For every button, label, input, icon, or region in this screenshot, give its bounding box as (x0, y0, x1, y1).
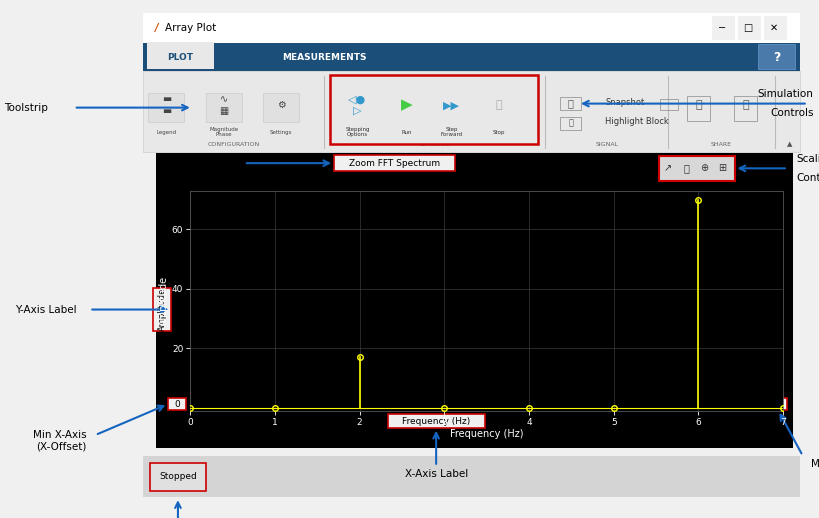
Text: SIGNAL: SIGNAL (595, 142, 618, 147)
Text: ∿
▦: ∿ ▦ (219, 94, 229, 116)
Text: ⊕: ⊕ (699, 163, 708, 174)
Text: 📄: 📄 (695, 100, 701, 110)
Text: X-Axis Label: X-Axis Label (404, 469, 467, 480)
Text: 0: 0 (174, 399, 180, 409)
Bar (333, 155, 455, 171)
Text: ✋: ✋ (682, 163, 688, 174)
Text: Controls: Controls (795, 172, 819, 183)
Text: ⊞: ⊞ (717, 163, 726, 174)
Text: Scaling: Scaling (795, 154, 819, 164)
Bar (143, 71, 799, 152)
Text: ▲: ▲ (786, 141, 791, 148)
Text: Step
Forward: Step Forward (441, 127, 462, 137)
Text: SHARE: SHARE (710, 142, 731, 147)
Text: ⬜: ⬜ (495, 100, 501, 110)
Bar (768, 398, 786, 410)
Bar (733, 96, 756, 121)
Text: PLOT: PLOT (167, 53, 193, 62)
Text: −: − (717, 23, 725, 33)
Bar (148, 93, 184, 122)
Text: /: / (155, 23, 158, 33)
Bar (156, 153, 792, 448)
Bar (150, 463, 206, 491)
Text: Frequency (Hz): Frequency (Hz) (401, 416, 469, 426)
Text: MEASUREMENTS: MEASUREMENTS (281, 53, 366, 62)
Text: Array Plot: Array Plot (165, 23, 216, 33)
Bar (206, 93, 242, 122)
Bar (737, 16, 760, 40)
Bar (143, 456, 799, 497)
Text: SIMULATE: SIMULATE (419, 142, 450, 147)
Bar (143, 43, 799, 71)
Text: Max X-Axis: Max X-Axis (810, 458, 819, 469)
Text: Simulation: Simulation (757, 89, 812, 99)
Text: 7: 7 (774, 399, 781, 409)
Bar (686, 96, 709, 121)
Bar (263, 93, 299, 122)
Text: CONFIGURATION: CONFIGURATION (207, 142, 260, 147)
Bar (387, 414, 484, 428)
Text: Stop: Stop (491, 130, 505, 135)
Text: Settings: Settings (269, 130, 292, 135)
Bar (659, 99, 677, 110)
Text: □: □ (742, 23, 752, 33)
Text: Run: Run (401, 130, 411, 135)
Bar (758, 44, 794, 69)
Text: Zoom FFT Spectrum: Zoom FFT Spectrum (349, 159, 440, 168)
Text: Highlight Block: Highlight Block (604, 117, 668, 126)
Text: Magnitude
Phase: Magnitude Phase (209, 127, 238, 137)
Bar (153, 289, 171, 331)
Text: ◁●
▷: ◁● ▷ (348, 94, 366, 116)
Text: ✕: ✕ (769, 23, 777, 33)
Text: ↗: ↗ (663, 163, 672, 174)
Text: ⚙: ⚙ (277, 100, 285, 110)
X-axis label: Frequency (Hz): Frequency (Hz) (450, 429, 523, 439)
Text: Snapshot: Snapshot (604, 98, 644, 107)
Text: Amplitude: Amplitude (158, 288, 166, 331)
Text: ▶: ▶ (400, 98, 412, 112)
Text: ▬
▬: ▬ ▬ (161, 94, 171, 116)
Text: 🔗: 🔗 (568, 119, 572, 128)
Text: Stopped: Stopped (159, 472, 197, 481)
Bar (763, 16, 786, 40)
Bar (143, 13, 799, 497)
Text: Y-Axis Label: Y-Axis Label (16, 305, 77, 314)
Bar (330, 75, 537, 144)
Bar (147, 42, 214, 69)
Text: Title: Title (209, 158, 231, 168)
Bar (559, 117, 580, 130)
Text: Toolstrip: Toolstrip (4, 103, 48, 112)
Text: 🖨: 🖨 (741, 100, 748, 110)
Text: Controls: Controls (769, 108, 812, 118)
Text: ▶▶: ▶▶ (443, 100, 459, 110)
Bar (559, 97, 580, 110)
Bar (658, 156, 734, 181)
Text: ?: ? (772, 51, 780, 64)
Text: Legend: Legend (156, 130, 176, 135)
Y-axis label: Amplitude: Amplitude (159, 276, 169, 326)
Bar (143, 13, 799, 43)
Bar (168, 398, 186, 410)
Bar (711, 16, 734, 40)
Text: Stepping
Options: Stepping Options (345, 127, 369, 137)
Text: Min X-Axis
(X-Offset): Min X-Axis (X-Offset) (34, 429, 87, 451)
Text: 📷: 📷 (567, 98, 573, 109)
